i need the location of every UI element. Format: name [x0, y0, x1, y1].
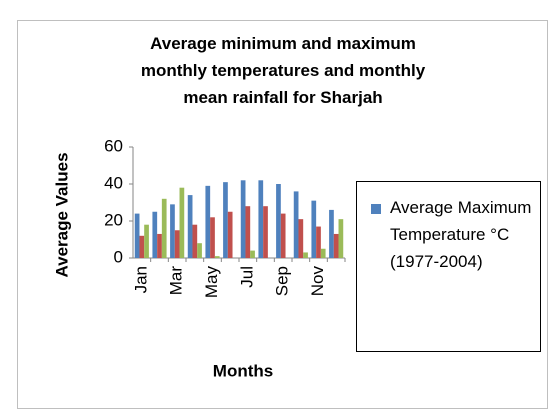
bar — [157, 233, 162, 258]
bar — [227, 211, 233, 258]
bar — [170, 204, 175, 258]
bar — [311, 200, 317, 258]
legend-label: Average Maximum Temperature °C (1977-200… — [390, 198, 532, 271]
bar — [240, 180, 246, 258]
x-tick-label: Jan — [131, 266, 150, 293]
x-tick-label: Mar — [167, 266, 186, 296]
bar — [338, 219, 344, 258]
bar — [139, 235, 145, 258]
y-tick-label: 60 — [104, 136, 123, 155]
bar — [280, 213, 286, 258]
bar — [329, 209, 334, 258]
bar — [276, 184, 281, 258]
bar — [205, 185, 211, 258]
bar — [197, 243, 202, 258]
x-tick-label: Nov — [308, 266, 327, 297]
bar — [316, 226, 321, 258]
bar — [161, 198, 167, 258]
bar — [223, 182, 228, 258]
chart-title-text: Average minimum and maximum monthly tempe… — [141, 34, 426, 107]
bar — [210, 217, 215, 258]
legend: Average Maximum Temperature °C (1977-200… — [356, 181, 541, 352]
x-tick-label: Sep — [273, 266, 292, 296]
y-tick-label: 20 — [104, 210, 123, 229]
bar — [179, 187, 185, 258]
legend-swatch — [371, 204, 381, 214]
bar — [250, 250, 255, 258]
bar — [298, 219, 304, 258]
bar — [263, 206, 268, 258]
y-tick-label: 40 — [104, 173, 123, 192]
chart-title: Average minimum and maximum monthly tempe… — [141, 34, 426, 107]
x-axis-label: Months — [213, 361, 273, 380]
bar — [192, 224, 198, 258]
bar — [320, 248, 326, 258]
bar — [144, 224, 149, 258]
y-tick-label: 0 — [114, 247, 123, 266]
x-tick-label: Jul — [237, 266, 256, 288]
bar — [333, 233, 339, 258]
bar — [187, 195, 193, 258]
bar — [258, 180, 264, 258]
bar — [214, 256, 220, 258]
bar — [303, 252, 308, 258]
x-tick-label: May — [202, 266, 221, 299]
y-axis-label: Average Values — [52, 152, 71, 277]
bar — [134, 213, 140, 258]
bar — [293, 191, 299, 258]
bar — [152, 211, 158, 258]
bar — [245, 206, 251, 258]
bar — [174, 230, 180, 258]
